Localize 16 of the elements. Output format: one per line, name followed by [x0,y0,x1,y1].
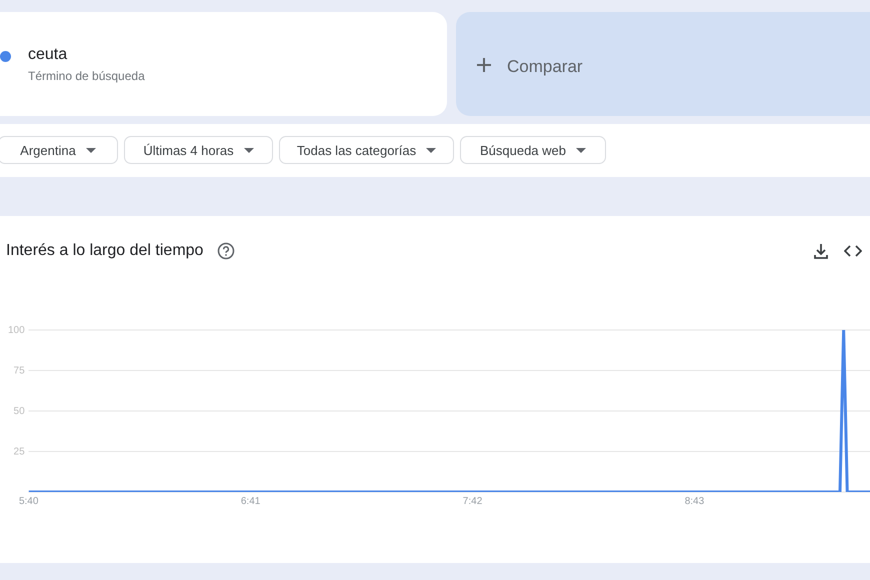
y-tick-label: 75 [14,365,26,376]
text: Comparar [507,57,583,77]
x-tick-label: 8:43 [684,496,705,507]
text: Últimas 4 horas [143,142,234,158]
y-tick-label: 100 [8,324,26,336]
text: Búsqueda web [480,142,566,158]
text: Todas las categorías [296,142,416,158]
x-tick-label: 5:40 [18,496,39,507]
legend-label: ceuta [28,46,68,64]
text: Argentina [20,142,76,158]
y-tick-label: 25 [14,446,26,458]
x-tick-label: 7:42 [462,496,483,507]
y-tick-label: 50 [14,406,26,417]
chart-title: Interés a lo largo del tiempo [6,242,204,260]
x-tick-label: 6:41 [240,496,261,507]
text: Término de búsqueda [28,69,145,83]
